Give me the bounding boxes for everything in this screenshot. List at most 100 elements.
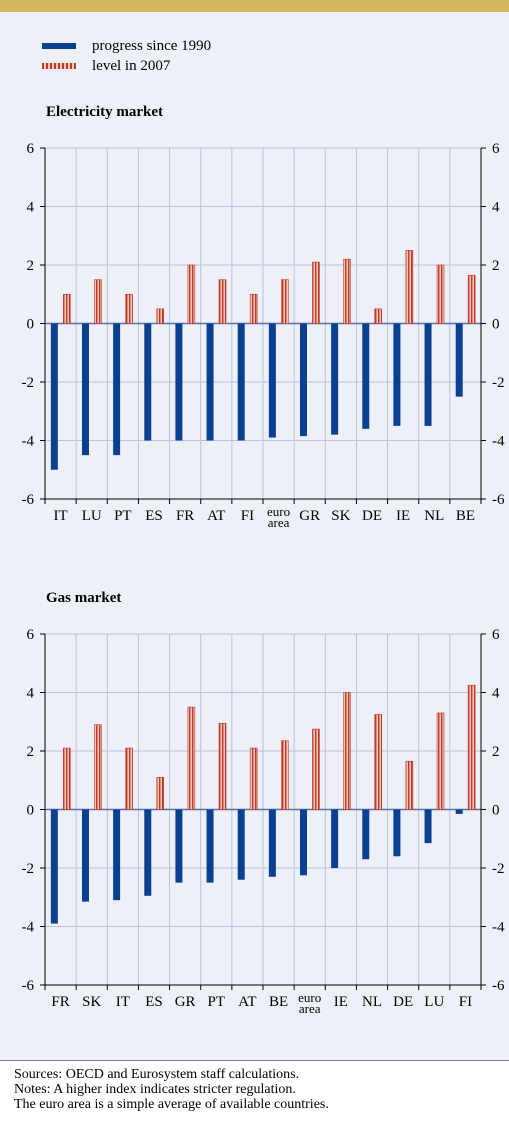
bar-level-at xyxy=(218,279,227,324)
bar-progress-lu xyxy=(81,323,89,456)
y-tick-label-right: 2 xyxy=(492,258,500,274)
y-tick-label-right: 0 xyxy=(492,317,500,333)
legend-item-level: level in 2007 xyxy=(42,56,211,76)
y-tick-label-right: 4 xyxy=(492,200,500,216)
bar-progress-sk xyxy=(81,809,89,902)
x-tick-label-ie: IE xyxy=(396,508,410,524)
bar-level-fr xyxy=(62,747,71,810)
y-tick-label-left: -4 xyxy=(22,920,35,936)
bar-progress-euro-area xyxy=(299,809,307,876)
footer-notes: Notes: A higher index indicates stricter… xyxy=(14,1082,296,1097)
legend-swatch-progress xyxy=(42,43,76,49)
bar-progress-at xyxy=(237,809,245,880)
y-tick-label-left: 0 xyxy=(27,803,35,819)
y-tick-label-left: -6 xyxy=(22,978,35,994)
bar-progress-lu xyxy=(424,809,432,844)
bar-progress-de xyxy=(393,809,401,857)
bar-level-it xyxy=(125,747,133,810)
y-tick-label-right: 4 xyxy=(492,686,500,702)
bar-level-nl xyxy=(436,264,445,324)
legend-label-progress: progress since 1990 xyxy=(92,38,212,54)
x-tick-label-fi: FI xyxy=(241,508,254,524)
x-tick-label-lu: LU xyxy=(424,994,444,1010)
y-tick-label-left: 4 xyxy=(27,686,35,702)
y-tick-label-right: 6 xyxy=(492,627,500,643)
bar-level-be xyxy=(280,740,289,810)
bar-level-at xyxy=(249,747,258,810)
y-tick-label-left: -6 xyxy=(22,492,35,508)
y-tick-label-right: -2 xyxy=(492,375,505,391)
bar-progress-es xyxy=(144,809,152,896)
bar-level-lu xyxy=(94,279,102,324)
bar-level-ie xyxy=(405,250,414,324)
x-tick-label-sk: SK xyxy=(331,508,350,524)
bar-level-euro-area xyxy=(312,728,320,810)
bar-progress-it xyxy=(50,323,58,470)
bar-level-sk xyxy=(343,258,351,324)
x-tick-label-pt: PT xyxy=(114,508,132,524)
gas-chart: -6 -6 -4 -4 -2 -2 0 0 2 2 4 4 6 6 FR SK IT ES GR PT AT BE euro… xyxy=(22,627,505,1016)
y-tick-label-right: 0 xyxy=(492,803,500,819)
x-tick-label-pt: PT xyxy=(208,994,226,1010)
y-tick-label-left: -4 xyxy=(22,434,35,450)
bar-progress-be xyxy=(268,809,276,877)
x-tick-label-at: AT xyxy=(207,508,225,524)
bar-level-euro-area xyxy=(280,279,289,324)
x-tick-label-fr: FR xyxy=(51,994,69,1010)
y-tick-label-left: -2 xyxy=(22,861,35,877)
y-tick-label-right: -6 xyxy=(492,978,505,994)
y-tick-label-left: 6 xyxy=(27,627,35,643)
bar-progress-fi xyxy=(455,809,463,814)
electricity-chart: -6 -6 -4 -4 -2 -2 0 0 2 2 4 4 6 6 IT LU PT ES FR AT FI euro ar… xyxy=(22,141,505,530)
x-tick-label-euro-area: euro area xyxy=(298,990,321,1016)
y-tick-label-left: 6 xyxy=(27,141,35,157)
x-tick-label-be: BE xyxy=(456,508,475,524)
bar-level-lu xyxy=(436,712,445,810)
chart-title-gas: Gas market xyxy=(46,590,122,606)
bar-level-it xyxy=(62,293,71,324)
y-tick-label-left: 0 xyxy=(27,317,35,333)
chart-title-electricity: Electricity market xyxy=(46,104,164,120)
bar-progress-fi xyxy=(237,323,245,441)
bar-progress-at xyxy=(206,323,214,441)
x-tick-label-fr: FR xyxy=(176,508,194,524)
y-tick-label-right: -6 xyxy=(492,492,505,508)
x-tick-label-sk: SK xyxy=(82,994,101,1010)
bar-level-nl xyxy=(374,714,383,810)
bar-progress-ie xyxy=(393,323,401,426)
y-tick-label-right: -4 xyxy=(492,920,505,936)
bar-level-ie xyxy=(343,692,351,810)
bar-progress-ie xyxy=(331,809,339,868)
bar-progress-fr xyxy=(175,323,183,441)
y-tick-label-right: -2 xyxy=(492,861,505,877)
y-tick-label-left: 4 xyxy=(27,200,35,216)
bar-level-fr xyxy=(187,264,196,324)
x-tick-label-ie: IE xyxy=(334,994,348,1010)
bar-progress-it xyxy=(113,809,121,901)
x-tick-label-it: IT xyxy=(53,508,67,524)
bar-level-de xyxy=(405,760,414,810)
bar-progress-de xyxy=(362,323,370,429)
footer-sources: Sources: OECD and Eurosystem staff calcu… xyxy=(14,1067,300,1082)
bar-level-be xyxy=(467,274,476,324)
bar-level-fi xyxy=(467,684,476,810)
x-tick-label-es: ES xyxy=(145,994,163,1010)
x-tick-label-euro-area: euro area xyxy=(267,504,290,530)
bar-level-gr xyxy=(187,706,196,810)
bar-progress-nl xyxy=(424,323,432,426)
y-tick-label-left: 2 xyxy=(27,744,35,760)
x-tick-label-gr: GR xyxy=(175,994,196,1010)
x-tick-label-de: DE xyxy=(393,994,413,1010)
bar-progress-pt xyxy=(113,323,121,456)
bar-level-es xyxy=(156,777,165,810)
x-tick-label-fi: FI xyxy=(459,994,472,1010)
y-tick-label-right: -4 xyxy=(492,434,505,450)
bar-progress-fr xyxy=(50,809,58,924)
bar-progress-be xyxy=(455,323,463,397)
bar-progress-euro-area xyxy=(268,323,276,438)
x-tick-label-at: AT xyxy=(238,994,256,1010)
bar-progress-sk xyxy=(331,323,339,435)
x-tick-label-nl: NL xyxy=(424,508,444,524)
legend-swatch-level xyxy=(42,63,76,69)
y-tick-label-right: 2 xyxy=(492,744,500,760)
